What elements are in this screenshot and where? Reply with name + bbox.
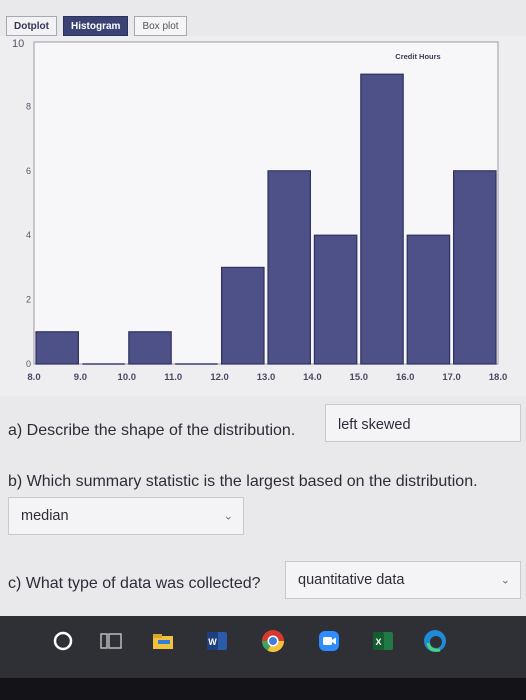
histogram-bar-8 [406,234,451,365]
question-a-text: a) Describe the shape of the distributio… [8,422,296,439]
histogram-chart: 0 2 4 6 8 10 8.0 9.0 10.0 11.0 12.0 13.0 14.0 15.0 16… [0,36,526,396]
svg-text:X: X [375,637,381,647]
x-tick-label: 18.0 [489,372,508,383]
chart-title: Credit Hours [395,52,440,61]
answer-b-select[interactable]: median ⌄ [8,497,244,535]
tab-dotplot[interactable]: Dotplot [6,16,57,36]
histogram-bar-6 [313,234,358,365]
word-icon[interactable]: W [202,626,232,656]
histogram-bar-9 [453,170,497,365]
file-explorer-icon[interactable] [148,626,178,656]
tab-histogram[interactable]: Histogram [63,16,129,36]
chevron-down-icon: ⌄ [500,574,510,587]
chrome-icon[interactable] [258,626,288,656]
bars-group [35,73,497,365]
x-tick-label: 9.0 [74,372,87,383]
y-tick-label: 6 [26,166,31,176]
x-tick-label: 17.0 [442,372,461,383]
histogram-bar-2 [128,331,172,365]
search-circle-icon[interactable] [48,626,78,656]
y-tick-label: 8 [26,101,31,111]
edge-icon[interactable] [420,626,450,656]
answer-a-value: left skewed [338,417,411,433]
answer-b-value: median [21,508,69,524]
y-tick-label: 2 [26,295,31,305]
x-tick-label: 11.0 [164,372,182,383]
excel-icon[interactable]: X [368,626,398,656]
y-tick-labels: 0 2 4 6 8 10 [12,38,31,369]
chart-tabs: Dotplot Histogram Box plot [6,16,193,36]
histogram-bar-0 [35,331,80,365]
question-c-text: c) What type of data was collected? [8,575,261,592]
question-b-text: b) Which summary statistic is the larges… [8,473,478,490]
taskbar-bottom-edge [0,678,526,700]
x-tick-label: 14.0 [303,372,322,383]
svg-text:W: W [208,637,217,647]
x-tick-labels: 8.0 9.0 10.0 11.0 12.0 13.0 14.0 15.0 16.0 17.0 18… [27,372,507,383]
histogram-bar-7 [360,73,404,365]
taskbar: W X [0,616,526,700]
zoom-icon[interactable] [314,626,344,656]
task-view-icon[interactable] [96,626,126,656]
y-tick-label: 0 [26,359,31,369]
answer-c-select[interactable]: quantitative data ⌄ [285,561,521,599]
y-tick-label: 10 [12,38,24,50]
y-tick-label: 4 [26,230,31,240]
x-tick-label: 8.0 [27,372,40,383]
histogram-bar-5 [267,170,312,365]
answer-c-value: quantitative data [298,572,405,588]
x-tick-label: 15.0 [350,372,369,383]
tab-box-plot[interactable]: Box plot [134,16,187,36]
x-tick-label: 12.0 [210,372,229,383]
x-tick-label: 13.0 [257,372,276,383]
histogram-bar-4 [221,266,265,365]
x-tick-label: 10.0 [118,372,137,383]
chevron-down-icon: ⌄ [223,510,233,523]
answer-a-field[interactable]: left skewed [325,404,521,442]
x-tick-label: 16.0 [396,372,415,383]
